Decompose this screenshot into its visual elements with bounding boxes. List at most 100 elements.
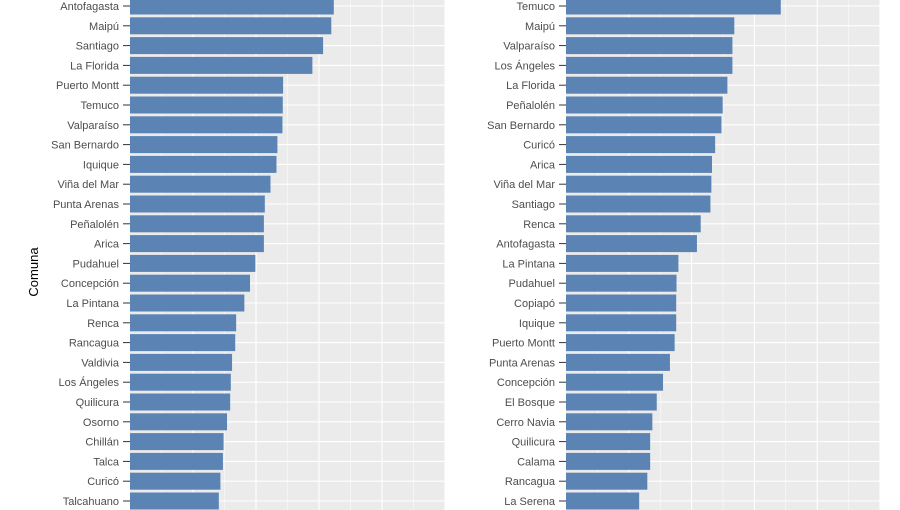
- category-label: La Florida: [506, 80, 556, 92]
- bar: [566, 373, 664, 391]
- category-label: Peñalolén: [70, 219, 119, 231]
- bar: [130, 353, 233, 371]
- category-label: Puerto Montt: [56, 80, 119, 92]
- category-label: Arica: [94, 239, 120, 251]
- bar: [130, 0, 334, 15]
- bar: [130, 314, 237, 332]
- category-label: Iquique: [83, 159, 119, 171]
- bar: [566, 215, 701, 233]
- category-label: San Bernardo: [487, 120, 555, 132]
- bar: [566, 274, 677, 292]
- bar: [130, 334, 236, 352]
- category-label: Rancagua: [505, 476, 556, 488]
- category-label: Los Ángeles: [58, 376, 119, 389]
- category-label: Viña del Mar: [57, 179, 119, 191]
- category-label: Los Ángeles: [494, 59, 555, 72]
- category-label: Quilicura: [512, 437, 556, 449]
- bar: [130, 492, 219, 510]
- bar: [130, 452, 223, 470]
- bar: [130, 274, 251, 292]
- bar: [566, 413, 653, 431]
- bar: [130, 433, 224, 451]
- category-label: Cerro Navia: [496, 417, 556, 429]
- bar: [566, 37, 733, 55]
- category-label: Santiago: [76, 41, 119, 53]
- bar: [130, 136, 278, 154]
- bar: [566, 472, 648, 490]
- bar: [566, 314, 677, 332]
- bar: [130, 155, 277, 173]
- bar: [566, 136, 716, 154]
- bar: [566, 452, 651, 470]
- category-label: La Pintana: [502, 258, 555, 270]
- bar: [130, 175, 271, 193]
- category-label: Rancagua: [69, 338, 120, 350]
- bar: [566, 116, 722, 134]
- category-label: Peñalolén: [506, 100, 555, 112]
- bar: [130, 215, 264, 233]
- bar: [130, 17, 332, 35]
- category-label: Pudahuel: [73, 258, 120, 270]
- bar: [566, 0, 781, 15]
- category-label: Antofagasta: [60, 1, 120, 13]
- category-label: Santiago: [512, 199, 555, 211]
- category-label: Pudahuel: [509, 278, 556, 290]
- category-label: Chillán: [85, 437, 119, 449]
- category-label: Calama: [517, 456, 556, 468]
- category-label: Copiapó: [514, 298, 555, 310]
- category-label: Valdivia: [81, 357, 120, 369]
- category-label: Curicó: [87, 476, 119, 488]
- bar: [130, 235, 264, 253]
- bar: [130, 413, 228, 431]
- bar: [566, 254, 679, 272]
- bar: [130, 472, 221, 490]
- category-label: Maipú: [89, 21, 119, 33]
- category-label: Arica: [530, 159, 556, 171]
- bar: [130, 373, 231, 391]
- bar: [130, 294, 245, 312]
- category-label: La Florida: [70, 60, 120, 72]
- category-label: Viña del Mar: [493, 179, 555, 191]
- bar: [130, 76, 284, 94]
- y-axis-title: Comuna: [26, 247, 41, 297]
- category-label: Renca: [87, 318, 120, 330]
- category-label: Punta Arenas: [53, 199, 120, 211]
- category-label: Osorno: [83, 417, 119, 429]
- bar: [566, 56, 733, 74]
- chart-panel-2: Temuco Maipú Valparaíso Los Ángeles La Flori…: [487, 0, 881, 510]
- bar: [130, 37, 324, 55]
- category-label: Maipú: [525, 21, 555, 33]
- bar: [130, 96, 283, 114]
- bar: [566, 195, 711, 213]
- bar: [130, 254, 256, 272]
- category-label: Antofagasta: [496, 239, 556, 251]
- category-label: Curicó: [523, 140, 555, 152]
- category-label: Valparaíso: [503, 41, 555, 53]
- bar: [130, 393, 231, 411]
- category-label: San Bernardo: [51, 140, 119, 152]
- bar: [566, 235, 697, 253]
- category-label: Puerto Montt: [492, 338, 555, 350]
- bar: [130, 195, 265, 213]
- bar: [566, 294, 677, 312]
- bar: [566, 96, 723, 114]
- category-label: Concepción: [61, 278, 119, 290]
- category-label: Talca: [93, 456, 120, 468]
- bar: [566, 76, 728, 94]
- category-label: Punta Arenas: [489, 357, 556, 369]
- bar: [566, 353, 670, 371]
- category-label: Temuco: [516, 1, 555, 13]
- bar: [566, 155, 713, 173]
- bar: [566, 334, 675, 352]
- bar: [566, 175, 712, 193]
- category-label: Temuco: [80, 100, 119, 112]
- category-label: Talcahuano: [63, 496, 119, 508]
- category-label: Concepción: [497, 377, 555, 389]
- category-label: La Pintana: [66, 298, 119, 310]
- chart-panel-1: Antofagasta Maipú Santiago La Florida Puerto…: [51, 0, 446, 510]
- category-label: La Serena: [504, 496, 556, 508]
- bar: [566, 17, 735, 35]
- category-label: Valparaíso: [67, 120, 119, 132]
- bar: [130, 56, 313, 74]
